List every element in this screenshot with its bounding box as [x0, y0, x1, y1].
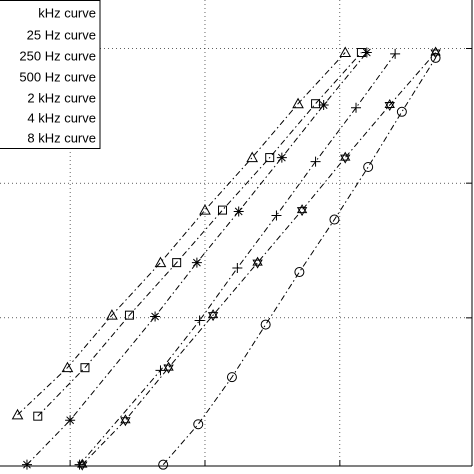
marker: [233, 206, 244, 217]
marker: [329, 214, 340, 225]
marker-part: [252, 259, 263, 269]
marker-part: [77, 461, 88, 471]
marker: [193, 419, 204, 430]
marker: [363, 162, 374, 173]
marker-part: [252, 256, 263, 266]
marker: [11, 408, 24, 420]
marker: [61, 361, 74, 373]
marker-part: [340, 154, 351, 164]
marker-part: [120, 417, 131, 427]
marker: [361, 47, 372, 58]
marker: [292, 97, 304, 109]
marker-part: [207, 309, 219, 319]
series-line: [26, 52, 368, 466]
marker: [351, 102, 362, 113]
marker: [296, 204, 308, 217]
legend-label: kHz curve: [38, 5, 96, 20]
legend-label: 2 kHz curve: [27, 90, 96, 105]
series-line: [81, 52, 436, 466]
legend-label: 250 Hz curve: [19, 48, 96, 63]
marker: [294, 267, 305, 278]
legend-label: 25 Hz curve: [27, 27, 96, 42]
marker: [150, 311, 161, 322]
marker: [172, 258, 182, 268]
marker-part: [163, 361, 174, 371]
marker: [207, 309, 219, 322]
marker: [80, 363, 90, 373]
legend-label: 8 kHz curve: [27, 130, 96, 145]
marker-part: [120, 414, 131, 424]
marker: [194, 315, 205, 326]
marker: [252, 256, 263, 269]
legend-box: [0, 0, 101, 149]
marker-part: [430, 46, 441, 56]
marker: [340, 151, 351, 164]
series-line: [79, 53, 396, 465]
marker: [232, 263, 243, 274]
marker-part: [163, 364, 174, 374]
marker: [106, 309, 118, 320]
marker: [124, 310, 134, 320]
marker: [191, 257, 202, 268]
legend-label: 500 Hz curve: [19, 69, 96, 84]
marker: [77, 458, 88, 471]
marker: [260, 319, 271, 330]
marker: [396, 106, 407, 117]
marker: [430, 52, 441, 63]
marker: [120, 414, 131, 427]
marker-part: [77, 458, 88, 468]
marker: [226, 372, 237, 383]
marker: [310, 156, 321, 167]
marker-part: [384, 102, 395, 112]
marker-part: [384, 99, 395, 109]
marker: [199, 204, 211, 215]
marker: [384, 99, 395, 112]
marker: [276, 152, 287, 163]
marker: [265, 153, 275, 163]
marker-part: [296, 207, 308, 217]
legend: kHz curve 25 Hz curve 250 Hz curve 500 Hz c…: [0, 0, 101, 149]
marker: [390, 48, 401, 59]
marker: [271, 210, 282, 221]
series-line: [17, 52, 346, 416]
marker-part: [296, 204, 308, 214]
marker-part: [340, 151, 351, 161]
marker: [65, 415, 76, 426]
marker: [158, 459, 169, 470]
marker-part: [207, 312, 219, 322]
marker: [218, 205, 228, 215]
marker: [154, 256, 167, 268]
marker: [163, 361, 174, 374]
marker: [318, 100, 329, 111]
marker: [246, 151, 259, 163]
marker: [311, 99, 321, 109]
marker: [339, 46, 352, 58]
marker: [21, 459, 32, 470]
series-line: [37, 52, 362, 417]
legend-label: 4 kHz curve: [27, 110, 96, 125]
series-line: [162, 57, 437, 465]
marker: [33, 411, 43, 421]
